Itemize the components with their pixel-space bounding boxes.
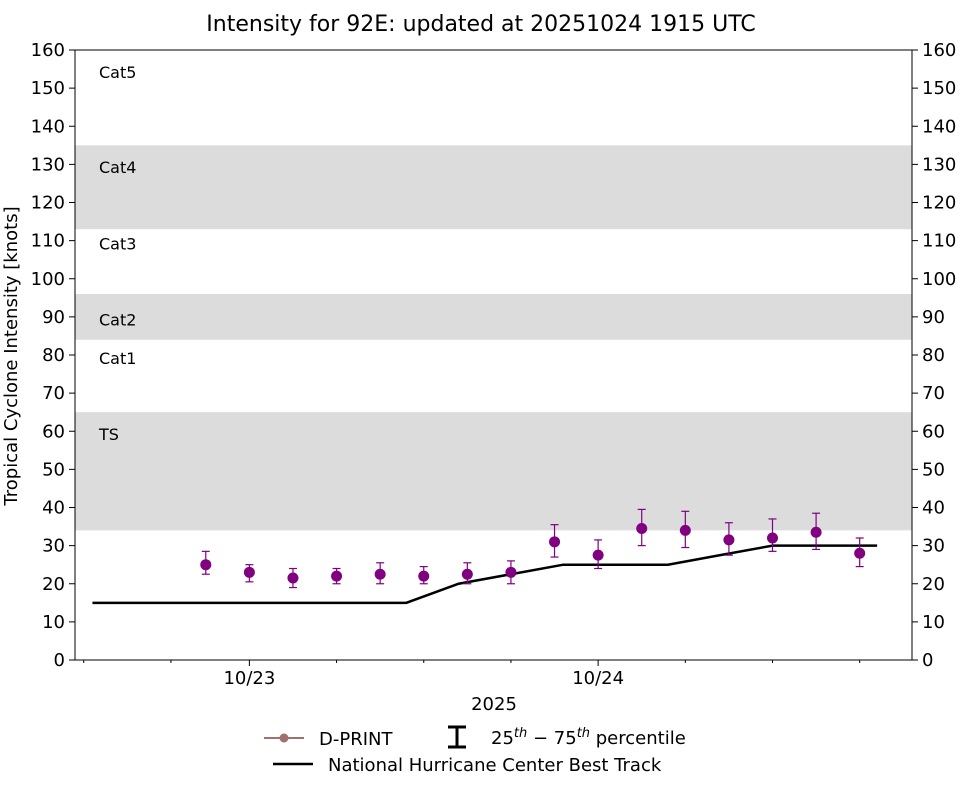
y-tick-label-right: 100 xyxy=(922,269,956,290)
y-tick-label-left: 110 xyxy=(31,231,65,252)
dprint-point xyxy=(331,570,343,582)
y-tick-label-left: 130 xyxy=(31,154,65,175)
category-labels: TS Cat1 Cat2 Cat3 Cat4 Cat5 xyxy=(98,63,136,444)
dprint-point xyxy=(592,549,604,561)
band-label-cat5: Cat5 xyxy=(99,63,136,82)
legend-percentile-label: 25th − 75th percentile xyxy=(491,726,686,749)
y-tick-label-right: 110 xyxy=(922,231,956,252)
legend-dprint-label: D-PRINT xyxy=(319,729,393,750)
chart-title: Intensity for 92E: updated at 20251024 1… xyxy=(206,12,755,37)
y-tick-label-left: 80 xyxy=(42,345,65,366)
y-tick-label-left: 160 xyxy=(31,40,65,61)
dprint-point xyxy=(200,559,212,571)
y-tick-label-left: 120 xyxy=(31,193,65,214)
band-label-cat2: Cat2 xyxy=(99,311,136,330)
x-axis: 10/23 10/24 xyxy=(83,660,861,689)
dprint-point xyxy=(461,568,473,580)
y-tick-label-right: 30 xyxy=(922,536,945,557)
dprint-point xyxy=(767,532,778,544)
dprint-point xyxy=(549,536,561,548)
category-bands xyxy=(75,145,912,531)
y-axis-label: Tropical Cyclone Intensity [knots] xyxy=(1,206,22,506)
y-axis-right: 0 10 20 30 40 50 60 70 80 90 100 110 120 130 140 150 160 xyxy=(912,40,956,671)
x-tick-label: 10/23 xyxy=(223,668,275,689)
plot-frame xyxy=(74,49,913,661)
y-tick-label-left: 10 xyxy=(42,612,65,633)
y-tick-label-right: 70 xyxy=(922,383,945,404)
y-tick-label-right: 130 xyxy=(922,154,956,175)
y-tick-label-left: 0 xyxy=(54,650,65,671)
dprint-point xyxy=(679,524,691,536)
x-axis-label: 2025 xyxy=(471,694,517,715)
y-tick-label-left: 50 xyxy=(42,459,65,480)
y-tick-label-right: 90 xyxy=(922,307,945,328)
dprint-point xyxy=(636,522,648,534)
band-cat4 xyxy=(75,145,912,230)
dprint-point xyxy=(243,566,255,578)
y-tick-label-right: 150 xyxy=(922,78,956,99)
band-ts xyxy=(75,412,912,531)
band-label-ts: TS xyxy=(98,425,119,444)
y-tick-label-right: 10 xyxy=(922,612,945,633)
legend-best-track-label: National Hurricane Center Best Track xyxy=(328,755,662,776)
dprint-point xyxy=(418,570,430,582)
legend-dprint-marker xyxy=(279,733,289,743)
y-tick-label-right: 160 xyxy=(922,40,956,61)
dprint-point xyxy=(810,526,822,538)
y-tick-label-left: 90 xyxy=(42,307,65,328)
y-tick-label-right: 50 xyxy=(922,459,945,480)
dprint-point xyxy=(854,547,866,559)
best-track-series xyxy=(92,544,878,605)
legend: D-PRINT 25th − 75th percentile National … xyxy=(264,725,686,776)
y-tick-label-left: 140 xyxy=(31,116,65,137)
y-tick-label-right: 140 xyxy=(922,116,956,137)
y-tick-label-left: 40 xyxy=(42,498,65,519)
y-tick-label-left: 100 xyxy=(31,269,65,290)
dprint-point xyxy=(723,534,735,546)
dprint-point xyxy=(505,566,517,578)
y-axis-left: 0 10 20 30 40 50 60 70 80 90 100 110 120 130 140 150 160 xyxy=(31,40,75,671)
band-label-cat4: Cat4 xyxy=(99,158,136,177)
y-tick-label-left: 20 xyxy=(42,574,65,595)
y-tick-label-right: 40 xyxy=(922,498,945,519)
dprint-point xyxy=(287,572,299,584)
band-label-cat1: Cat1 xyxy=(99,349,136,368)
x-tick-label: 10/24 xyxy=(572,668,624,689)
best-track-line xyxy=(92,544,878,605)
dprint-series xyxy=(200,508,866,589)
dprint-point xyxy=(374,568,386,580)
band-label-cat3: Cat3 xyxy=(99,234,136,253)
y-tick-label-left: 70 xyxy=(42,383,65,404)
y-tick-label-left: 30 xyxy=(42,536,65,557)
band-cat2 xyxy=(75,294,912,340)
y-tick-label-right: 20 xyxy=(922,574,945,595)
y-tick-label-right: 80 xyxy=(922,345,945,366)
y-tick-label-right: 60 xyxy=(922,421,945,442)
legend-errorbar-icon xyxy=(448,725,466,749)
y-tick-label-left: 60 xyxy=(42,421,65,442)
y-tick-label-left: 150 xyxy=(31,78,65,99)
y-tick-label-right: 0 xyxy=(922,650,933,671)
y-tick-label-right: 120 xyxy=(922,193,956,214)
